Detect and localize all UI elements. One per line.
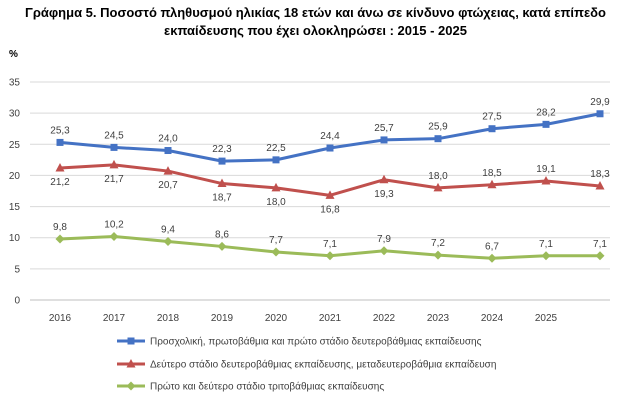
data-label: 25,7: [374, 123, 394, 134]
data-label: 10,2: [104, 219, 124, 230]
data-point: [55, 162, 65, 172]
data-label: 7,1: [539, 239, 553, 250]
data-point: [271, 247, 281, 257]
legend-marker: [127, 337, 135, 345]
data-point: [55, 234, 65, 244]
data-label: 18,0: [266, 197, 286, 208]
data-label: 24,0: [158, 134, 178, 145]
data-point: [56, 138, 64, 146]
x-tick-label: 2017: [103, 313, 126, 324]
y-tick-label: 5: [14, 264, 20, 275]
data-point: [595, 251, 605, 261]
x-tick-label: 2020: [265, 313, 288, 324]
data-label: 16,8: [320, 204, 340, 215]
data-label: 6,7: [485, 241, 499, 252]
x-tick-label: 2025: [535, 313, 558, 324]
data-point: [488, 125, 496, 133]
legend-marker: [126, 381, 136, 391]
data-label: 18,3: [590, 169, 610, 180]
data-label: 9,4: [161, 224, 175, 235]
data-point: [541, 251, 551, 261]
data-label: 7,9: [377, 234, 391, 245]
data-point: [380, 136, 388, 144]
y-tick-label: 35: [9, 78, 21, 89]
data-point: [542, 120, 550, 128]
chart-title-line-1: Γράφημα 5. Ποσοστό πληθυσμού ηλικίας 18 …: [25, 5, 606, 20]
data-point: [596, 110, 604, 118]
y-tick-label: 30: [9, 109, 21, 120]
data-point: [217, 178, 227, 188]
legend-label: Δεύτερο στάδιο δευτεροβάθμιας εκπαίδευση…: [150, 359, 496, 371]
y-tick-label: 0: [14, 296, 20, 307]
data-point: [541, 176, 551, 185]
x-tick-label: 2023: [427, 313, 450, 324]
legend-label: Προσχολική, πρωτοβάθμια και πρώτο στάδιο…: [150, 336, 482, 348]
data-point: [163, 166, 173, 175]
y-tick-label: 25: [9, 140, 21, 151]
data-point: [271, 182, 281, 192]
x-tick-label: 2021: [319, 313, 342, 324]
data-point: [595, 181, 605, 190]
x-tick-label: 2018: [157, 313, 180, 324]
data-label: 25,3: [50, 125, 70, 136]
data-point: [379, 174, 389, 184]
y-tick-label: 20: [9, 171, 21, 182]
data-label: 20,7: [158, 180, 178, 191]
data-label: 27,5: [482, 112, 502, 123]
x-tick-label: 2016: [49, 313, 72, 324]
data-point: [272, 156, 280, 164]
data-point: [110, 143, 118, 151]
data-point: [487, 253, 497, 263]
data-label: 18,5: [482, 168, 502, 179]
y-axis-unit-label: %: [9, 49, 18, 60]
data-label: 28,2: [536, 107, 556, 118]
data-label: 22,3: [212, 144, 232, 155]
data-label: 8,6: [215, 229, 229, 240]
data-label: 7,2: [431, 238, 445, 249]
data-point: [487, 179, 497, 189]
y-tick-label: 10: [9, 233, 21, 244]
data-label: 7,1: [593, 239, 607, 250]
legend-label: Πρώτο και δεύτερο στάδιο τριτοβάθμιας εκ…: [150, 381, 384, 393]
data-point: [164, 147, 172, 155]
data-label: 24,4: [320, 131, 340, 142]
data-point: [325, 190, 335, 199]
data-label: 19,3: [374, 189, 394, 200]
y-tick-label: 15: [9, 202, 21, 213]
data-label: 25,9: [428, 122, 448, 133]
data-point: [433, 250, 443, 260]
data-label: 7,1: [323, 239, 337, 250]
data-label: 21,7: [104, 174, 124, 185]
data-label: 21,2: [50, 177, 70, 188]
data-point: [109, 231, 119, 241]
data-label: 9,8: [53, 222, 67, 233]
data-label: 7,7: [269, 235, 283, 246]
data-point: [218, 157, 226, 165]
data-point: [326, 144, 334, 152]
x-tick-label: 2024: [481, 313, 504, 324]
data-point: [434, 135, 442, 143]
legend-marker: [126, 359, 136, 368]
data-point: [433, 182, 443, 192]
x-tick-label: 2022: [373, 313, 396, 324]
data-label: 22,5: [266, 143, 286, 154]
x-tick-label: 2019: [211, 313, 234, 324]
data-label: 29,9: [590, 97, 610, 108]
chart-title: Γράφημα 5. Ποσοστό πληθυσμού ηλικίας 18 …: [0, 4, 631, 40]
data-label: 18,0: [428, 171, 448, 182]
data-label: 18,7: [212, 193, 232, 204]
data-label: 19,1: [536, 164, 556, 175]
data-point: [325, 251, 335, 261]
data-point: [217, 241, 227, 251]
data-label: 24,5: [104, 130, 124, 141]
data-point: [379, 246, 389, 256]
chart-title-line-2: εκπαίδευσης που έχει ολοκληρώσει : 2015 …: [164, 23, 467, 38]
data-point: [163, 236, 173, 246]
data-point: [109, 159, 119, 169]
